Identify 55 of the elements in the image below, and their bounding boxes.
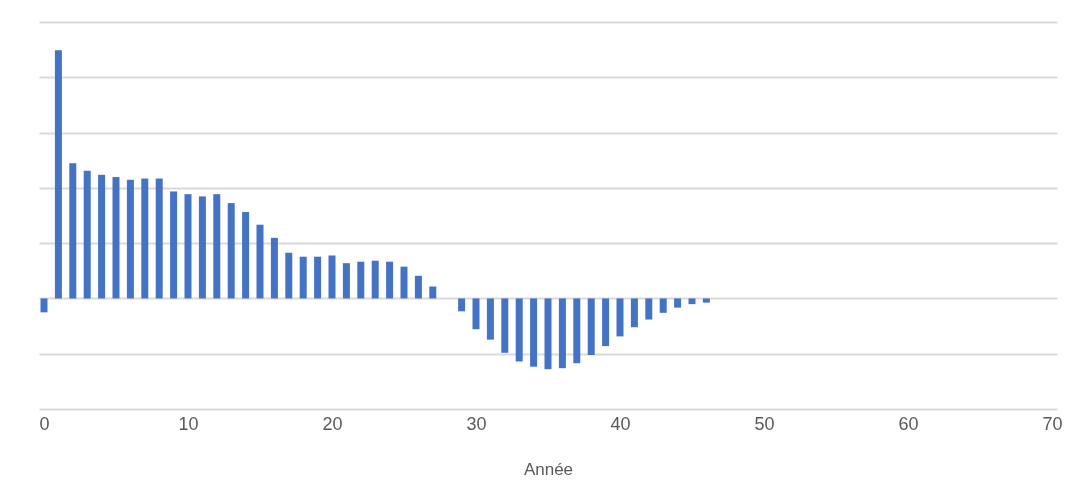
bar [270, 237, 278, 299]
bar [630, 298, 638, 328]
bar [616, 298, 624, 337]
bar [299, 256, 307, 299]
bar [386, 261, 394, 299]
bar [328, 255, 336, 299]
bar [371, 260, 379, 299]
x-tick-label: 0 [39, 413, 50, 434]
bar [414, 275, 422, 299]
bar [458, 298, 466, 312]
bar [544, 298, 552, 370]
x-tick-label: 70 [1042, 413, 1063, 434]
bar [645, 298, 653, 320]
bar [573, 298, 581, 364]
bar [429, 286, 437, 299]
bar [69, 163, 77, 299]
x-tick-label: 40 [610, 413, 631, 434]
x-axis-title: Année [523, 459, 574, 479]
bar [515, 298, 523, 362]
bar [357, 261, 365, 299]
x-tick-label: 10 [178, 413, 199, 434]
bar [501, 298, 509, 353]
bar [688, 298, 696, 305]
bar [98, 174, 106, 299]
bar [227, 203, 235, 299]
bar [674, 298, 682, 308]
bar [602, 298, 610, 347]
bar [486, 298, 494, 340]
bar [213, 194, 221, 299]
bar [126, 179, 134, 299]
bar [530, 298, 538, 367]
bar [242, 212, 250, 299]
bar [659, 298, 667, 313]
bar [112, 177, 120, 299]
bar [472, 298, 480, 330]
bar [141, 178, 149, 299]
bar [314, 256, 322, 299]
x-tick-label: 50 [754, 413, 775, 434]
bar [198, 196, 206, 299]
bar [40, 298, 48, 313]
bar [155, 178, 163, 299]
x-tick-label: 30 [466, 413, 487, 434]
bar [256, 224, 264, 299]
bar [342, 263, 350, 299]
bar [285, 252, 293, 299]
bar [587, 298, 595, 356]
bar [400, 266, 408, 299]
x-tick-label: 20 [322, 413, 343, 434]
x-tick-label: 60 [898, 413, 919, 434]
bar [702, 298, 710, 303]
bar [54, 50, 62, 299]
bar [170, 191, 178, 299]
bar [184, 194, 192, 299]
bar [83, 170, 91, 299]
bar [558, 298, 566, 369]
